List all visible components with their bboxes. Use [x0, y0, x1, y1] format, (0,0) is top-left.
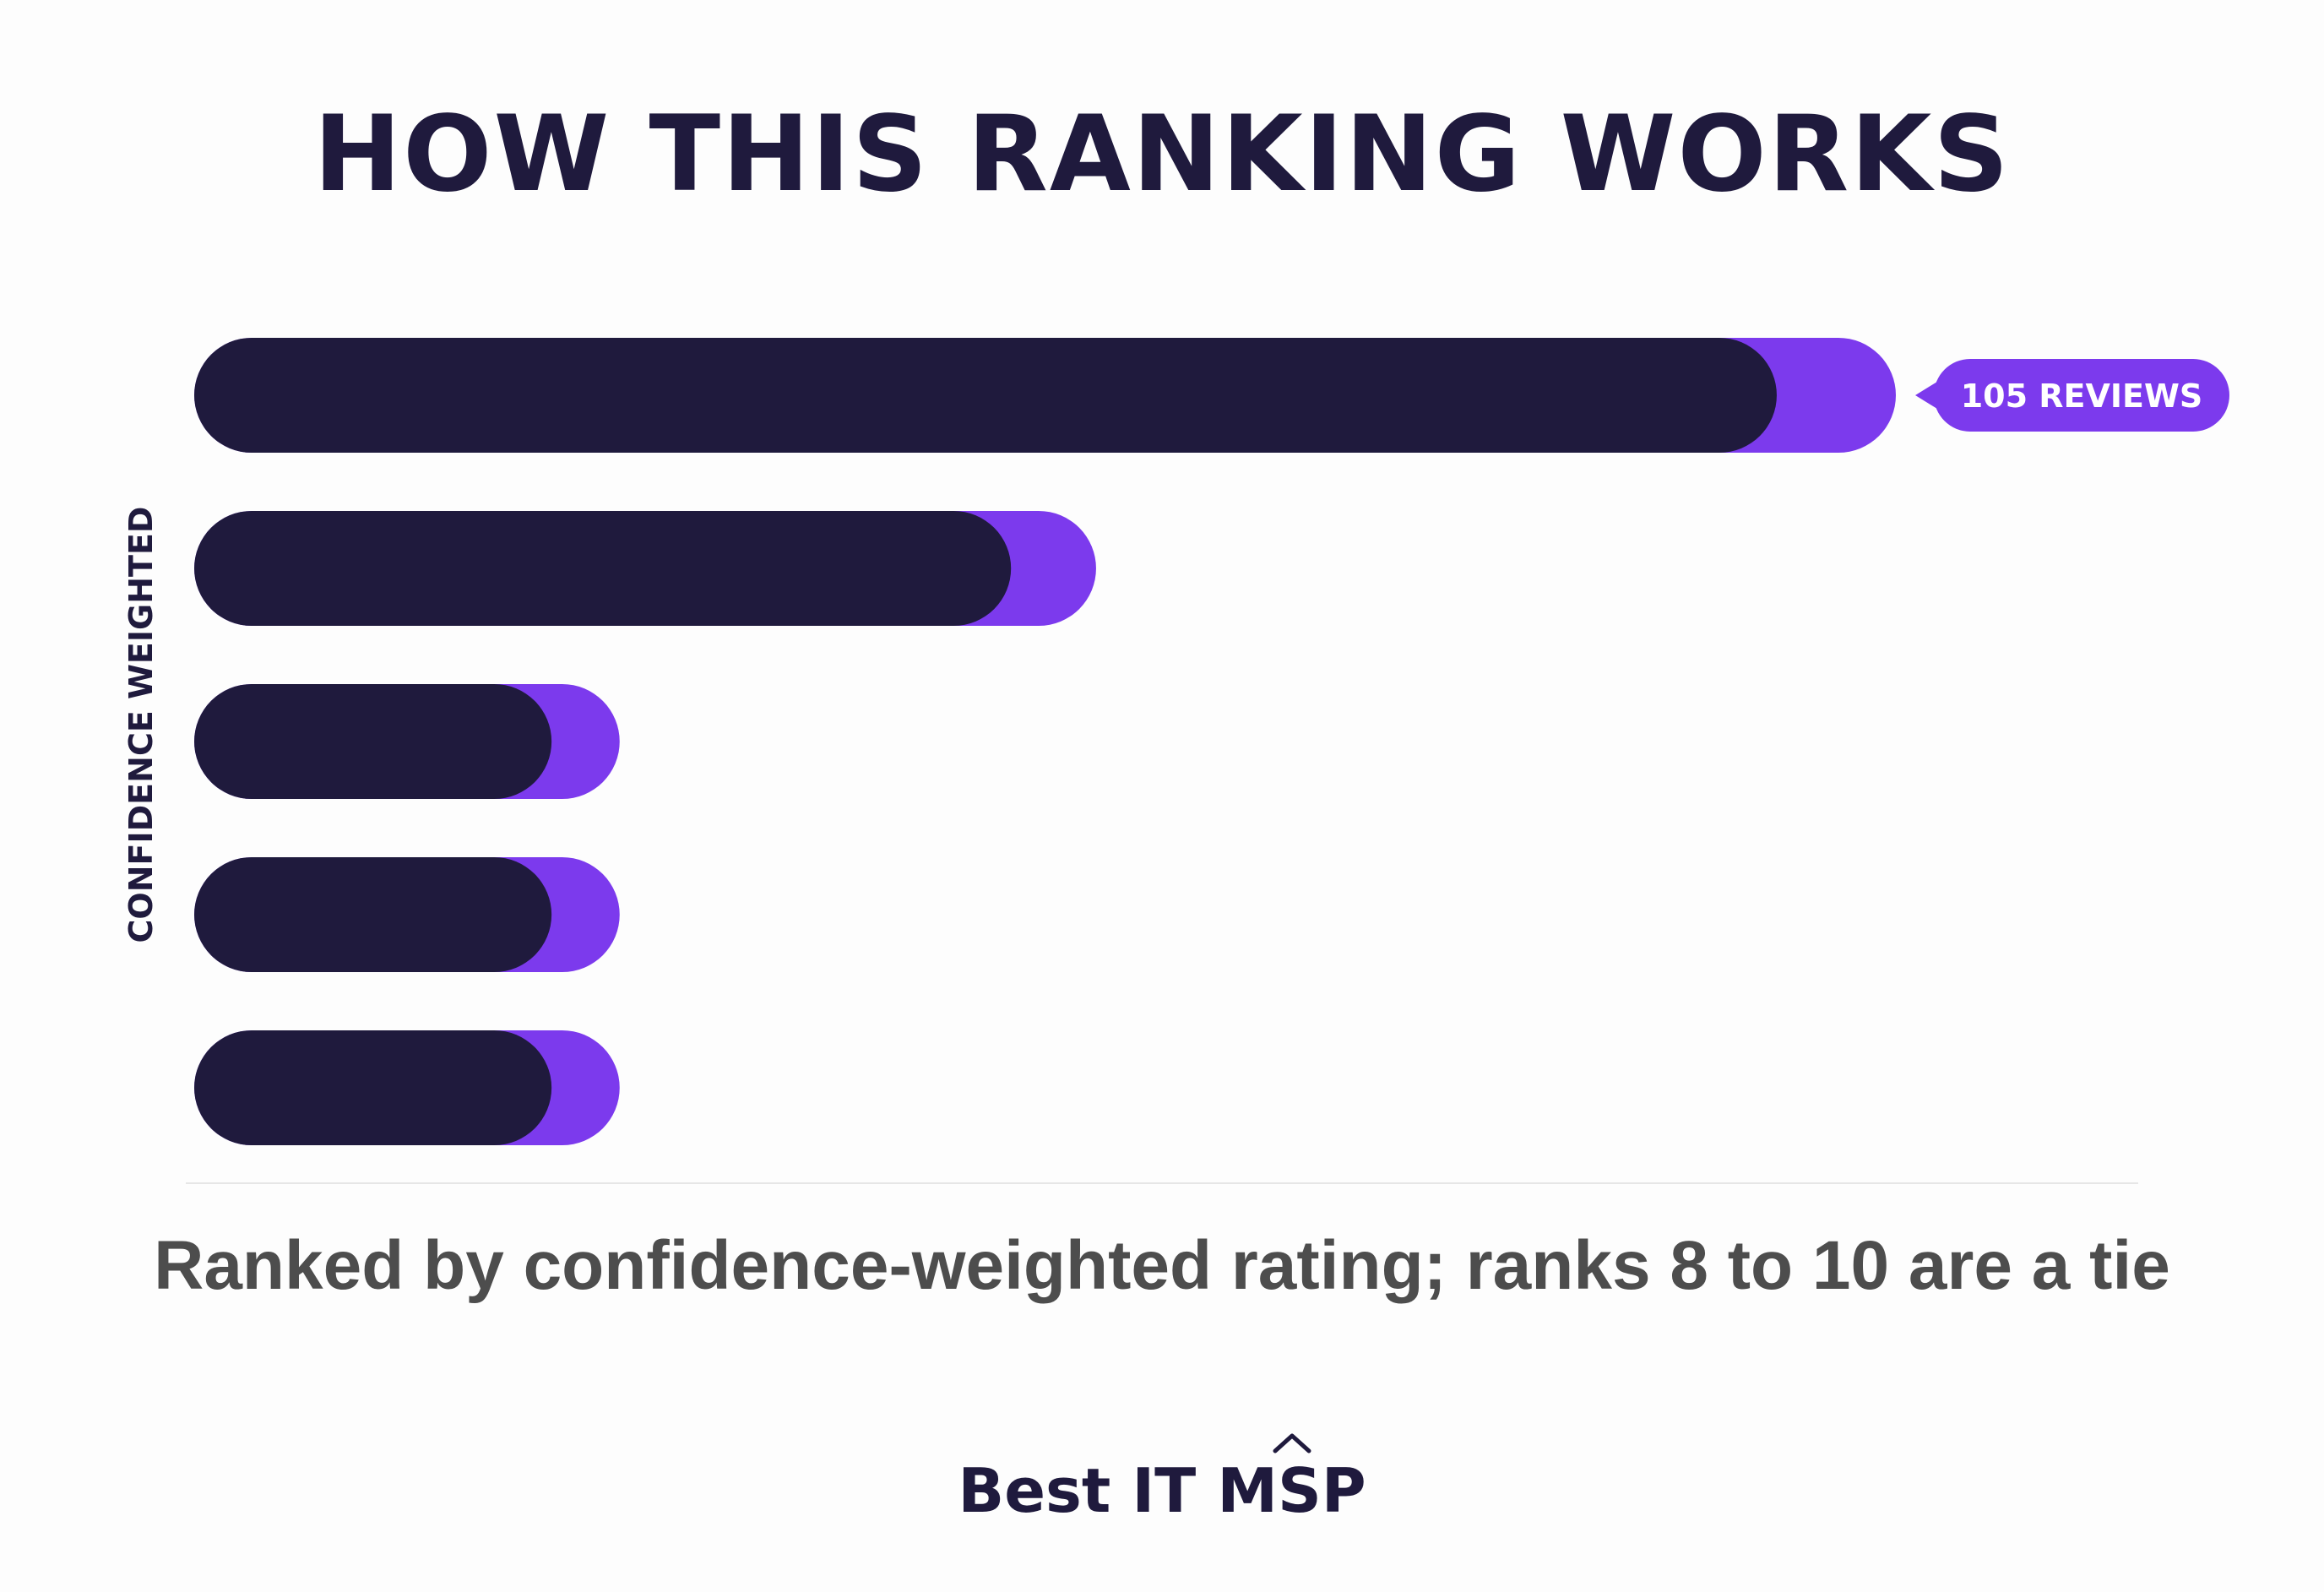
callout-bubble — [1934, 359, 2229, 432]
callout-pointer — [1915, 382, 1937, 409]
chart-caption: Ranked by confidence-weighted rating; ra… — [154, 1227, 2170, 1304]
bar-primary-1 — [194, 338, 1777, 453]
brand-logo: Best IT MSP — [0, 1433, 2324, 1529]
reviews-callout: 105 REVIEWS — [1915, 359, 2229, 432]
bar-primary-4 — [194, 857, 552, 972]
bar-primary-2 — [194, 511, 1012, 626]
bars-layer — [194, 338, 1896, 1145]
brand-text: Best IT — [958, 1455, 1218, 1526]
bar-group-3 — [194, 684, 620, 799]
caret-up-icon — [1273, 1433, 1311, 1453]
annotation-layer: 105 REVIEWS — [1915, 359, 2229, 432]
bar-group-5 — [194, 1030, 620, 1145]
page-title: HOW THIS RANKING WORKS — [313, 94, 2011, 215]
bar-primary-5 — [194, 1030, 552, 1145]
brand-accent-text: MSP — [1217, 1433, 1366, 1529]
bar-group-4 — [194, 857, 620, 972]
bar-chart: CONFIDENCE WEIGHTED 105 REVIEWS — [122, 338, 2229, 1184]
bar-primary-3 — [194, 684, 552, 799]
callout-label: 105 REVIEWS — [1961, 378, 2203, 415]
y-axis-label: CONFIDENCE WEIGHTED — [122, 507, 160, 943]
bar-group-2 — [194, 511, 1096, 626]
bar-group-1 — [194, 338, 1896, 453]
